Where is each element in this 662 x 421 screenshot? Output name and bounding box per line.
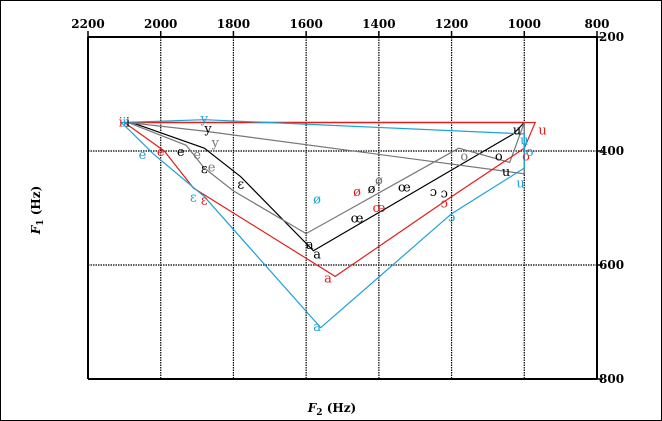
vowel-label: e [139,148,147,163]
vowel-label: u [513,123,521,138]
vowel-label: e [177,145,185,160]
grid-layer [88,37,597,379]
vowel-label: ɔ [441,196,448,211]
vowel-label: ε [237,178,244,193]
series-black-polygon [131,121,526,252]
vowel-label: o [522,150,530,165]
x-tick-label: 1600 [289,17,322,31]
vowel-label: ε [201,162,208,177]
x-tick-label: 1000 [508,17,541,31]
x-axis-title: F2 (Hz) [307,401,356,418]
vowel-label: e [193,148,201,163]
vowel-label: œ [351,212,364,227]
vowel-label: i [122,115,126,130]
vowel-label: ø [313,192,321,207]
vowel-label: ø [368,182,376,197]
vowel-label: a [313,248,321,263]
vowel-label: y [203,122,212,137]
vowel-label: a [306,238,314,253]
vowel-label: œ [372,201,385,216]
vowel-label: e [208,160,216,175]
vowel-label: i [119,115,123,130]
vowel-label: o [495,150,503,165]
vowel-label: ɔ [430,185,437,200]
vowel-label: ø [353,185,361,200]
series-gray-polygon [127,121,525,235]
axes-layer: 2200 2000 1800 1600 1400 1200 1000 800200400600… [71,17,624,386]
x-tick-label: 1800 [217,17,250,31]
vowel-label: u [520,134,528,149]
vowel-label: o [526,145,534,160]
vowel-label: a [313,320,321,335]
vowel-label: e [157,145,165,160]
y-tick-label: 400 [599,144,624,158]
y-tick-label: 200 [599,30,624,44]
x-tick-label: 2000 [144,17,177,31]
vowel-label: y [200,112,209,127]
vowel-label: ɔ [441,187,448,202]
x-tick-label: 1400 [362,17,395,31]
vowel-label: ø [375,174,383,189]
x-tick-label: 2200 [71,17,104,31]
x-tick-label: 800 [584,17,609,31]
vowel-label: œ [398,180,411,195]
series-cyan-polygon [120,119,525,329]
vowel-label: u [516,176,524,191]
series-red-polygon [124,121,537,278]
vowel-label: ɔ [448,211,455,226]
vowel-label: ε [190,191,197,206]
vowel-label: y [211,136,220,151]
vowel-label: o [460,150,468,165]
x-tick-label: 1200 [435,17,468,31]
vowel-label: u [502,165,510,180]
plot-border [87,36,598,380]
vowel-label: i [126,115,130,130]
y-tick-label: 800 [599,372,624,386]
vowel-label: a [324,272,332,287]
y-tick-label: 600 [599,258,624,272]
vowel-label: ε [201,193,208,208]
vowel-label: u [538,123,546,138]
y-axis-title: F1 (Hz) [29,186,46,235]
series-layer [120,119,537,329]
